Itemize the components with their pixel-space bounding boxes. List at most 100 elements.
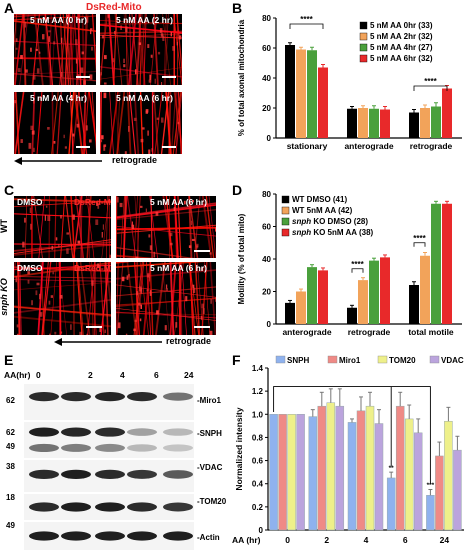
significance-label: ***: [427, 482, 435, 489]
bar: [380, 109, 390, 138]
bar: [287, 414, 296, 531]
significance-label: ****: [424, 77, 437, 86]
lane-labels: 0 2 4 6 24: [34, 370, 194, 382]
mw-marker: 62: [6, 396, 15, 405]
y-tick-label: 1.0: [252, 410, 264, 419]
x-tick-label: retrograde: [348, 327, 391, 337]
tile-label: 5 nM AA (4 hr): [30, 93, 87, 103]
panel-a-label: A: [4, 0, 15, 16]
scale-bar: [76, 76, 90, 78]
legend-swatch: [377, 355, 388, 364]
legend-swatch: [359, 43, 368, 52]
legend-label: snph KO 5nM AA (38): [292, 228, 374, 237]
x-tick-label: anterograde: [282, 327, 331, 337]
bar: [356, 410, 366, 531]
legend-label: WT 5nM AA (42): [292, 206, 353, 215]
bar: [420, 255, 430, 324]
band-label-vdac: -VDAC: [197, 463, 223, 472]
y-tick-label: 0: [267, 134, 272, 143]
bar: [285, 302, 295, 324]
significance-bracket: [351, 268, 364, 273]
legend-label: Miro1: [339, 356, 361, 365]
bar: [431, 106, 441, 138]
bar: [386, 477, 396, 531]
legend-swatch: [281, 206, 290, 215]
tile-label: 5 nM AA (6 hr): [116, 93, 173, 103]
significance-label: ****: [351, 260, 364, 269]
row-label-wt: WT: [0, 219, 9, 233]
bar: [347, 307, 357, 324]
legend-label: snph KO DMSO (28): [292, 217, 368, 226]
bar: [285, 45, 295, 138]
bar-chart-d: 0 20 40 60 80 Motility (% of total mito) anter…: [237, 190, 462, 337]
legend-label: VDAC: [441, 356, 464, 365]
bar: [308, 416, 318, 531]
scale-bar: [86, 326, 102, 328]
y-tick-label: 40: [262, 74, 271, 83]
bar: [317, 405, 327, 531]
bar: [307, 50, 317, 138]
legend-swatch: [359, 32, 368, 41]
bar: [296, 414, 305, 531]
western-blot-vdac: [24, 460, 194, 492]
bar: [278, 414, 287, 531]
bar: [369, 260, 379, 324]
tile-label: 5 nM AA (6 hr): [150, 197, 207, 207]
x-axis-label: AA (hr): [232, 535, 261, 545]
x-tick-label: retrograde: [410, 141, 453, 151]
significance-bracket: [413, 85, 448, 91]
y-tick-label: 20: [262, 288, 271, 297]
tile-label: DMSO: [17, 263, 43, 273]
y-tick-label: 80: [262, 190, 271, 199]
panel-f-label: F: [232, 352, 241, 368]
western-blot-actin: [24, 522, 194, 550]
legend-label: 5 nM AA 0hr (33): [370, 21, 433, 30]
retrograde-label: retrograde: [166, 336, 212, 346]
bar: [318, 270, 328, 324]
lane-label: 4: [120, 370, 125, 380]
y-tick-label: 80: [262, 14, 271, 23]
legend-label: 5 nM AA 4hr (27): [370, 43, 433, 52]
micrograph-c-ko-dmso: DMSO DsRed-Mito: [14, 262, 111, 335]
tile-label: DsRed-Mito: [74, 263, 111, 273]
y-tick-label: 60: [262, 223, 271, 232]
bar: [413, 432, 423, 531]
bar: [369, 108, 379, 138]
legend-label: SNPH: [287, 356, 309, 365]
legend-label: TOM20: [389, 356, 416, 365]
x-tick-label: anterograde: [344, 141, 393, 151]
panel-e-label: E: [4, 352, 14, 368]
legend-label: 5 nM AA 6hr (32): [370, 54, 433, 63]
bar: [404, 418, 414, 531]
bar: [365, 405, 375, 531]
x-tick-label: 2: [324, 535, 329, 545]
micrograph-a-0hr: 5 nM AA (0 hr): [14, 14, 96, 85]
legend-swatch: [281, 228, 290, 237]
lane-header: AA(hr): [4, 370, 31, 380]
significance-bracket: [289, 23, 324, 29]
retrograde-arrow: [14, 157, 102, 165]
bar-chart-f: 0 0.2 0.4 0.6 0.8 1.0 1.2 1.4 Normalized intensi…: [232, 355, 464, 545]
significance-label: ****: [300, 15, 313, 24]
tile-label: DMSO: [17, 197, 43, 207]
y-tick-label: 0.8: [252, 433, 264, 442]
lane-label: 24: [184, 370, 194, 380]
scale-bar: [76, 146, 90, 148]
significance-bracket: [273, 386, 431, 484]
band-label-snph: -SNPH: [197, 429, 222, 438]
y-tick-label: 0.2: [252, 503, 264, 512]
x-tick-label: stationary: [287, 141, 328, 151]
tile-label: 5 nM AA (2 hr): [116, 15, 173, 25]
western-blot-tom20: [24, 494, 194, 520]
significance-bracket: [413, 242, 426, 247]
bar: [380, 257, 390, 324]
band-label-miro1: -Miro1: [197, 396, 222, 405]
scale-bar: [194, 326, 210, 328]
retrograde-label: retrograde: [112, 155, 158, 165]
legend-swatch: [275, 355, 286, 364]
panel-c-label: C: [4, 182, 15, 198]
band-label-tom20: -TOM20: [197, 497, 227, 506]
micrograph-c-ko-aa: 5 nM AA (6 hr): [116, 262, 216, 335]
x-tick-label: total motile: [408, 327, 454, 337]
lane-label: 0: [36, 370, 41, 380]
